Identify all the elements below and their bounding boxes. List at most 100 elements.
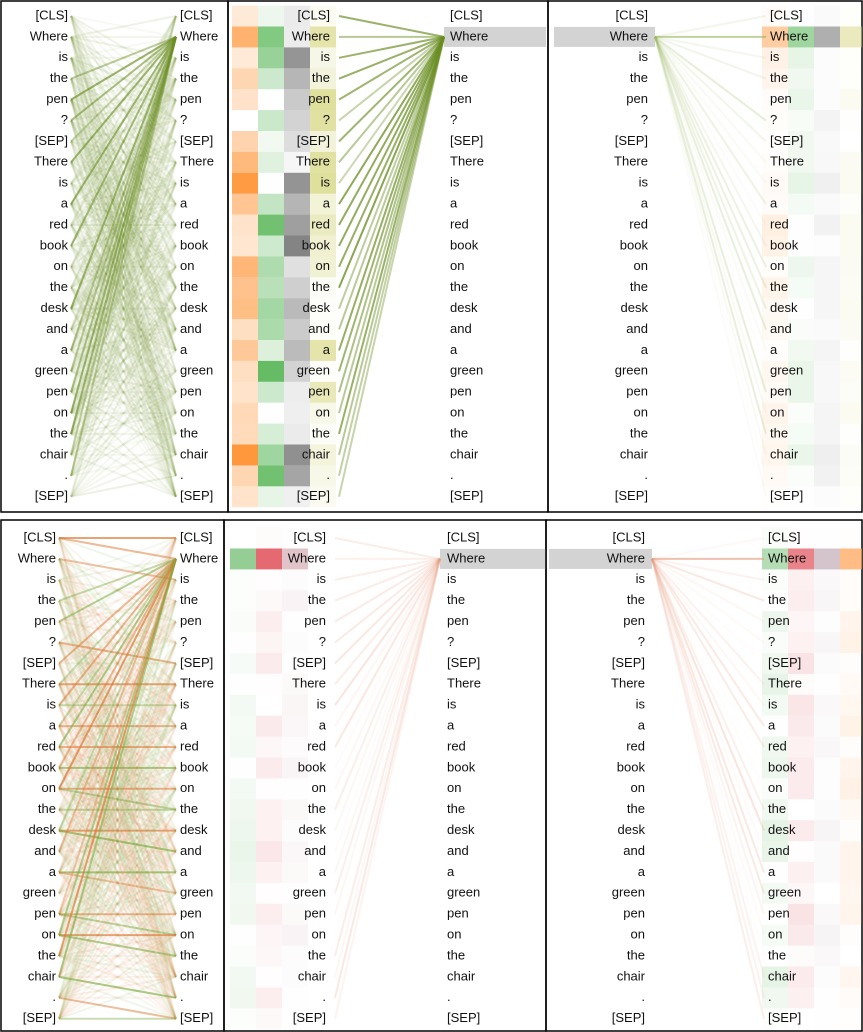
attention-line xyxy=(70,36,177,226)
token-right: and xyxy=(180,843,202,858)
token-left: desk xyxy=(41,300,69,315)
attention-cell xyxy=(840,946,862,967)
attention-line xyxy=(70,120,177,372)
token-right: Where xyxy=(770,28,808,43)
attention-line xyxy=(58,787,177,853)
attention-line xyxy=(70,265,177,331)
attention-line xyxy=(70,224,177,352)
token-left: book xyxy=(620,237,649,252)
attention-cell xyxy=(310,193,336,215)
attention-cell xyxy=(258,68,284,90)
attention-line xyxy=(70,161,177,331)
attention-cell xyxy=(814,110,840,131)
attention-line xyxy=(58,558,177,644)
attention-line xyxy=(70,370,177,477)
attention-line xyxy=(70,203,177,310)
attention-cell xyxy=(258,235,284,257)
token-right: There xyxy=(768,676,802,691)
token-left: is xyxy=(59,175,69,190)
token-left: on xyxy=(54,258,68,273)
attention-cell xyxy=(256,820,282,842)
token-right: the xyxy=(447,592,465,607)
token-left: and xyxy=(626,321,648,336)
attention-cell xyxy=(256,778,282,799)
attention-cell xyxy=(762,841,788,862)
attention-line xyxy=(70,36,177,226)
token-left: is xyxy=(639,49,649,64)
attention-cell xyxy=(788,277,814,299)
token-left: is xyxy=(321,175,331,190)
token-right: green xyxy=(770,363,803,378)
attention-line xyxy=(70,412,177,498)
token-right: is xyxy=(447,571,457,586)
attention-line xyxy=(70,161,177,477)
attention-cell xyxy=(256,528,282,549)
attention-cell xyxy=(788,987,814,1009)
attention-line xyxy=(58,850,177,936)
attention-line xyxy=(70,391,177,498)
attention-line xyxy=(654,36,767,268)
attention-line xyxy=(70,78,177,351)
attention-cell xyxy=(232,381,258,403)
attention-line xyxy=(70,120,177,393)
attention-cell xyxy=(814,256,840,278)
attention-line xyxy=(70,287,177,456)
attention-cell xyxy=(814,151,840,173)
attention-cell xyxy=(256,903,282,925)
attention-line xyxy=(70,203,177,289)
attention-line xyxy=(654,36,767,289)
attention-line xyxy=(58,620,177,707)
attention-line xyxy=(58,955,177,999)
attention-line xyxy=(70,15,177,38)
attention-cell xyxy=(310,68,336,90)
attention-line xyxy=(70,120,177,310)
attention-line xyxy=(58,621,177,936)
token-right: There xyxy=(450,154,484,169)
token-left: pen xyxy=(304,613,326,628)
attention-line xyxy=(70,182,177,456)
attention-line xyxy=(58,558,177,727)
attention-line xyxy=(70,36,177,330)
attention-line xyxy=(70,35,177,80)
attention-line xyxy=(70,182,177,393)
attention-cell xyxy=(284,486,310,508)
token-right: There xyxy=(180,676,214,691)
attention-line xyxy=(70,15,177,309)
attention-cell xyxy=(282,924,308,946)
token-left: a xyxy=(323,342,331,357)
attention-cell xyxy=(256,862,282,883)
attention-line xyxy=(334,558,441,894)
token-right: the xyxy=(180,70,198,85)
token-right: the xyxy=(447,947,465,962)
attention-line xyxy=(651,558,765,915)
token-right: chair xyxy=(180,968,209,983)
attention-line xyxy=(70,15,177,289)
attention-cell xyxy=(840,694,862,716)
attention-line xyxy=(70,15,177,393)
attention-line xyxy=(70,161,177,226)
attention-line xyxy=(58,683,177,790)
token-left: red xyxy=(626,738,645,753)
attention-line xyxy=(58,746,177,853)
attention-line xyxy=(58,725,177,1020)
attention-line xyxy=(334,558,441,706)
attention-line xyxy=(651,558,765,894)
attention-cell xyxy=(310,465,336,487)
attention-line xyxy=(58,642,177,999)
attention-line xyxy=(58,829,177,853)
attention-line xyxy=(70,15,177,351)
attention-cell xyxy=(232,465,258,487)
attention-cell xyxy=(282,757,308,779)
attention-cell xyxy=(232,151,258,173)
token-right: red xyxy=(180,738,199,753)
attention-cell xyxy=(840,402,862,424)
token-left: [SEP] xyxy=(612,1010,645,1025)
token-left: Where xyxy=(30,28,68,43)
token-left: [SEP] xyxy=(297,488,330,503)
attention-line xyxy=(58,746,177,978)
attention-line xyxy=(70,453,177,477)
attention-cell xyxy=(256,569,282,590)
token-right: [CLS] xyxy=(450,7,483,22)
attention-cell xyxy=(814,632,840,653)
attention-line xyxy=(58,600,177,999)
